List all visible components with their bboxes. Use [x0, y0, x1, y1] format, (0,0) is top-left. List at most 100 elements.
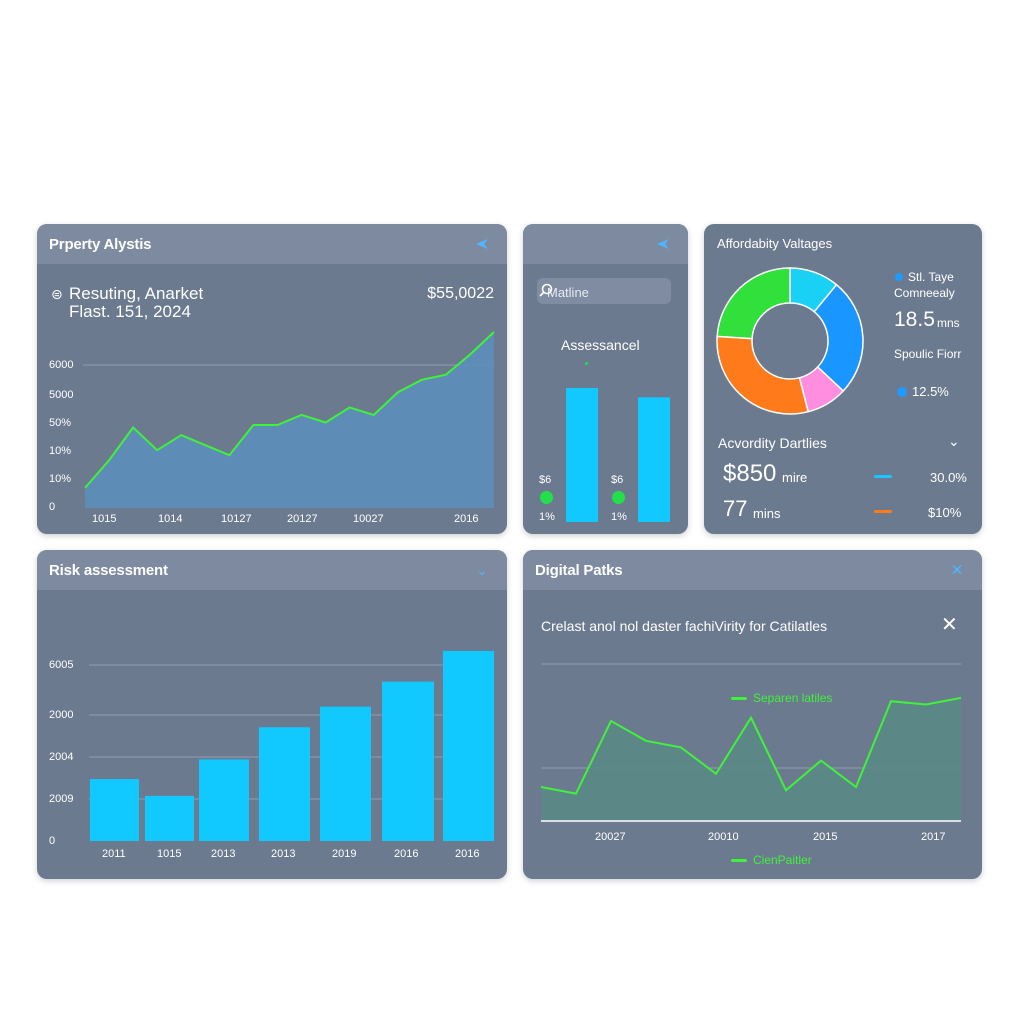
legend-top-swatch — [731, 697, 747, 700]
card-title: Affordabity Valtages — [717, 236, 833, 251]
y-tick-label: 2009 — [49, 793, 74, 805]
x-tick-label: 2013 — [211, 848, 236, 860]
close-icon[interactable]: ✕ — [941, 614, 958, 636]
donut-slice — [716, 267, 791, 340]
digital-area-chart — [540, 663, 962, 822]
y-tick-label: 2004 — [49, 751, 74, 763]
legend-label: Spoulic Fiorr — [894, 347, 962, 361]
row-2-line — [874, 510, 892, 513]
x-tick-label: 2015 — [813, 831, 838, 843]
card-header — [523, 224, 688, 264]
x-tick-label: 20027 — [595, 831, 626, 843]
search-icon[interactable] — [537, 282, 555, 300]
chart-subtitle: Crelast anol nol daster fachiVirity for … — [541, 618, 828, 634]
digital-paths-card: Digital Patks ✕ Crelast anol nol daster … — [523, 550, 982, 879]
card-header: Digital Patks ✕ — [523, 550, 982, 590]
legend-dot-blue — [897, 387, 907, 397]
risk-bar — [320, 706, 371, 841]
bar-bottom-label: 1% — [611, 511, 627, 523]
legend-bottom-swatch — [731, 859, 747, 862]
x-tick-label: 1014 — [158, 513, 183, 525]
assessment-bars-svg — [566, 388, 670, 522]
risk-bar — [259, 727, 310, 841]
x-tick-label: 20010 — [708, 831, 739, 843]
x-tick-label: 2019 — [332, 848, 357, 860]
bar-top-label: $6 — [611, 474, 624, 486]
y-tick-label: 10% — [49, 445, 72, 457]
assessment-label: Assessancel — [561, 337, 640, 353]
x-tick-label: 10027 — [353, 513, 384, 525]
card-title: Prperty Alystis — [49, 236, 152, 253]
y-tick-label: 6005 — [49, 659, 74, 671]
subtitle-line-2: Flast. 151, 2024 — [69, 302, 191, 321]
x-tick-label: 2013 — [271, 848, 296, 860]
chevron-down-icon[interactable]: ⌄ — [476, 561, 488, 578]
y-tick-label: 0 — [49, 501, 56, 513]
subtitle-line-1: Resuting, Anarket — [69, 284, 204, 303]
x-tick-label: 2016 — [455, 848, 480, 860]
affordability-donut-chart — [716, 267, 864, 415]
row-2-big: 77 — [723, 496, 748, 521]
x-tick-label: 1015 — [157, 848, 182, 860]
y-tick-label: 5000 — [49, 389, 74, 401]
legend-top-label: Separen latiles — [753, 691, 833, 705]
card-title: Risk assessment — [49, 562, 168, 579]
risk-bar-chart — [89, 650, 494, 841]
x-tick-label: 2017 — [921, 831, 946, 843]
section-title: Acvordity Dartlies — [718, 435, 827, 451]
collapse-icon[interactable] — [652, 233, 674, 255]
donut-slice — [716, 335, 810, 415]
row-1-small: mire — [782, 470, 808, 485]
assessment-card: Assessancel $6 1% $6 1% — [523, 224, 688, 534]
series-area — [541, 697, 961, 820]
legend-label-line-2: Comneealy — [894, 286, 955, 300]
legend-unit: mns — [937, 316, 960, 330]
property-area-chart — [83, 331, 495, 508]
y-tick-label: 2000 — [49, 709, 74, 721]
x-tick-label: 2016 — [454, 513, 479, 525]
bar-top-label: $6 — [539, 474, 552, 486]
y-tick-label: 50% — [49, 417, 72, 429]
green-marker — [585, 362, 588, 365]
row-2-pct: $10% — [928, 505, 962, 520]
risk-bar — [443, 650, 494, 841]
risk-assessment-card: Risk assessment ⌄ 6005 2000 2004 2009 0 2011… — [37, 550, 507, 879]
search-box[interactable] — [537, 278, 671, 304]
legend-value: 18.5 — [894, 308, 935, 331]
row-2-small: mins — [753, 506, 781, 521]
risk-bar — [199, 759, 249, 841]
card-title: Digital Patks — [535, 562, 623, 579]
card-header: Risk assessment ⌄ — [37, 550, 507, 590]
risk-bar — [145, 795, 194, 841]
x-tick-label: 1015 — [92, 513, 117, 525]
x-tick-label: 10127 — [221, 513, 252, 525]
legend-label-line-1: Stl. Taye — [908, 270, 954, 284]
card-header: Prperty Alystis — [37, 224, 507, 264]
risk-bar — [90, 779, 139, 841]
series-line — [540, 696, 962, 795]
risk-bar — [382, 681, 434, 841]
series-line — [84, 331, 495, 489]
legend-dot-blue — [895, 273, 903, 281]
close-icon[interactable]: ✕ — [950, 562, 964, 579]
affordability-card: Affordabity Valtages Stl. Taye Comneealy… — [704, 224, 982, 534]
property-analysis-card: Prperty Alystis ⊜ Resuting, Anarket Flas… — [37, 224, 507, 534]
x-tick-label: 20127 — [287, 513, 318, 525]
x-tick-label: 2016 — [394, 848, 419, 860]
status-dot — [612, 491, 625, 504]
legend-percent: 12.5% — [912, 384, 949, 399]
search-input[interactable] — [545, 281, 649, 303]
chevron-down-icon[interactable]: ⌄ — [948, 433, 960, 449]
property-value: $55,0022 — [427, 285, 494, 302]
row-1-pct: 30.0% — [930, 470, 967, 485]
y-tick-label: 0 — [49, 835, 56, 847]
info-icon: ⊜ — [51, 286, 63, 302]
bar-bottom-label: 1% — [539, 511, 555, 523]
status-dot — [540, 491, 553, 504]
y-tick-label: 10% — [49, 473, 72, 485]
collapse-icon[interactable] — [471, 233, 493, 255]
y-tick-label: 6000 — [49, 359, 74, 371]
assessment-bar — [638, 397, 670, 522]
row-1-big: $850 — [723, 460, 777, 487]
x-tick-label: 2011 — [102, 848, 126, 860]
